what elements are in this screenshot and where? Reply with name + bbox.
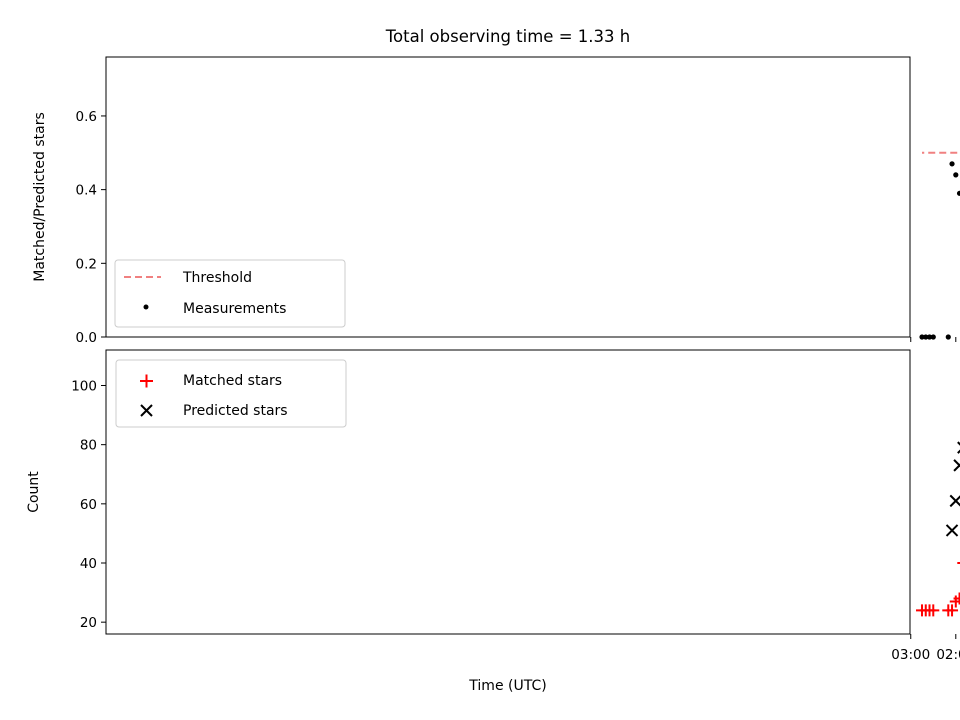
y-tick-label: 0.0 [76, 330, 97, 346]
measurement-point [945, 334, 951, 340]
x-tick-label: 02:00 [936, 647, 960, 663]
measurement-point [930, 334, 936, 340]
measurement-points [919, 161, 960, 340]
bottom-y-ticks: 20 40 60 80 100 [71, 379, 106, 631]
predicted-legend-swatch [140, 404, 153, 417]
predicted-star-point [949, 494, 960, 508]
matched-star-point [916, 604, 929, 617]
y-tick-label: 20 [80, 615, 97, 631]
y-tick-label: 100 [71, 379, 97, 395]
matched-stars-points [916, 562, 960, 617]
top-axes-frame [105, 56, 911, 338]
matched-star-point [957, 562, 960, 564]
bottom-legend: Matched stars Predicted stars [115, 359, 347, 428]
ratio-panel: 0.0 0.2 0.4 0.6 Matched/Predicted stars Thr… [32, 56, 960, 346]
measurements-legend-swatch [143, 304, 149, 310]
top-legend: Threshold Measurements [114, 259, 346, 328]
y-tick-label: 0.2 [76, 256, 97, 272]
matched-star-point [942, 604, 955, 617]
legend-label-measurements: Measurements [183, 301, 286, 317]
legend-frame [114, 259, 346, 328]
y-tick-label: 80 [80, 438, 97, 454]
measurement-point [956, 190, 960, 196]
predicted-star-point [945, 524, 959, 537]
top-y-ticks: 0.0 0.2 0.4 0.6 [76, 109, 106, 346]
bottom-axes-frame [105, 349, 911, 635]
chart-title: Total observing time = 1.33 h [385, 27, 630, 46]
matched-legend-swatch [140, 374, 153, 388]
y-tick-label: 40 [80, 556, 97, 572]
y-tick-label: 60 [80, 497, 97, 513]
y-tick-label: 0.4 [76, 183, 97, 199]
top-y-axis-label: Matched/Predicted stars [32, 112, 48, 282]
measurement-point [923, 334, 929, 340]
measurement-point [919, 334, 925, 340]
legend-frame [115, 359, 347, 428]
y-tick-label: 0.6 [76, 109, 97, 125]
predicted-stars-points [945, 441, 960, 537]
predicted-star-point [953, 459, 960, 472]
bottom-y-axis-label: Count [26, 471, 42, 513]
measurement-point [953, 172, 959, 178]
top-x-ticks [910, 337, 957, 342]
legend-label-threshold: Threshold [182, 270, 252, 286]
measurement-point [949, 161, 955, 167]
x-tick-label: 03:00 [891, 647, 930, 663]
legend-label-predicted: Predicted stars [183, 403, 288, 419]
legend-label-matched: Matched stars [183, 373, 282, 389]
measurement-point [926, 334, 933, 340]
x-axis-label: Time (UTC) [468, 678, 546, 694]
